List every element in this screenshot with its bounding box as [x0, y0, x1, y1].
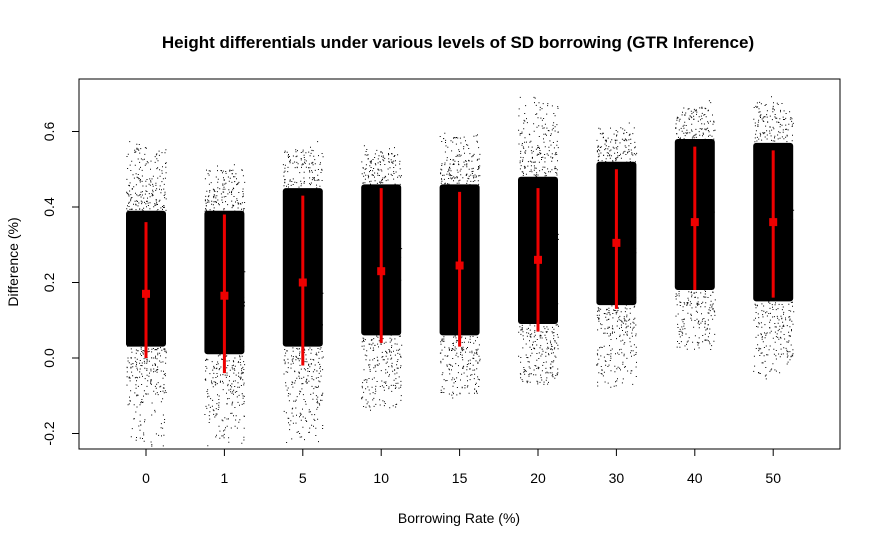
scatter-dots [518, 96, 559, 385]
scatter-dots [126, 141, 167, 447]
x-tick-label: 5 [299, 470, 307, 486]
x-tick-label: 0 [142, 470, 150, 486]
x-tick-label: 30 [609, 470, 625, 486]
x-axis: 0 1 5 10 15 20 30 40 50 [142, 448, 781, 486]
y-axis: -0.2 0.0 0.2 0.4 0.6 [41, 122, 80, 446]
x-axis-label: Borrowing Rate (%) [398, 510, 520, 526]
x-tick-label: 20 [530, 470, 546, 486]
summary-intervals [142, 146, 778, 374]
mean-marker-20 [534, 255, 542, 264]
mean-marker-30 [612, 238, 621, 247]
scatter-dots [596, 122, 638, 388]
x-tick-label: 1 [221, 470, 229, 486]
mean-marker-0 [142, 289, 150, 298]
mean-marker-40 [690, 218, 699, 227]
x-tick-label: 50 [765, 470, 781, 486]
y-tick-label: -0.2 [41, 421, 57, 445]
x-tick-label: 15 [452, 470, 468, 486]
y-tick-label: 0.2 [41, 273, 57, 293]
y-tick-label: 0.4 [41, 197, 57, 217]
x-tick-label: 10 [373, 470, 389, 486]
mean-marker-5 [298, 278, 307, 287]
y-tick-label: 0.0 [41, 348, 57, 368]
mean-marker-15 [455, 261, 464, 270]
scatter-dots [361, 145, 403, 411]
y-tick-label: 0.6 [41, 122, 57, 142]
mean-marker-50 [769, 218, 778, 227]
chart-title: Height differentials under various level… [162, 33, 754, 52]
x-tick-label: 40 [687, 470, 703, 486]
mean-marker-10 [377, 267, 386, 276]
y-axis-label: Difference (%) [5, 217, 21, 306]
mean-marker-1 [220, 291, 229, 300]
